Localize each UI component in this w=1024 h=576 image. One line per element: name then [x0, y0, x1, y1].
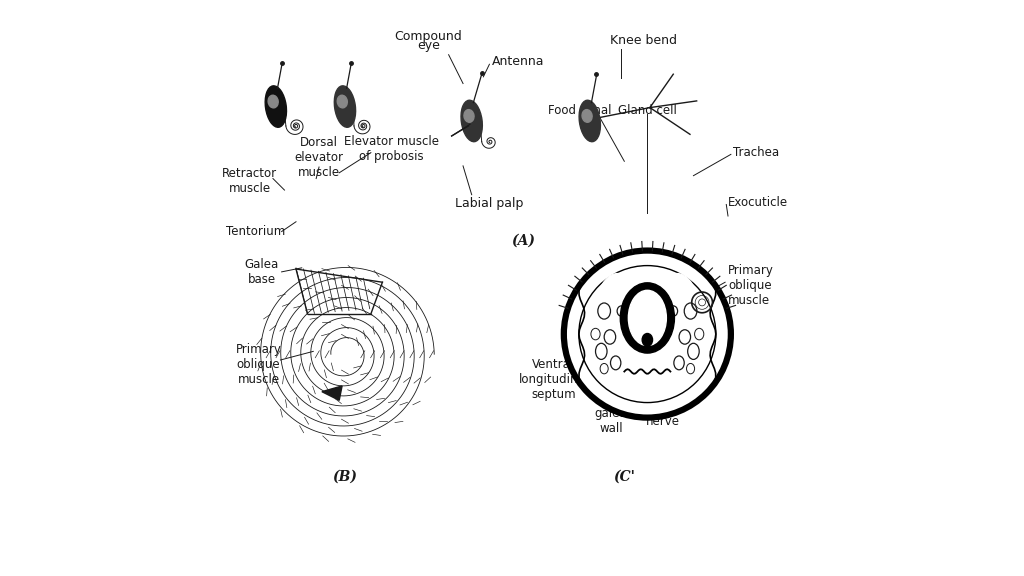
- Ellipse shape: [642, 334, 652, 346]
- Ellipse shape: [621, 283, 675, 353]
- Text: Gland cell: Gland cell: [617, 104, 677, 117]
- Ellipse shape: [592, 274, 643, 389]
- Text: Trachea: Trachea: [733, 146, 779, 159]
- Ellipse shape: [634, 300, 660, 324]
- Ellipse shape: [337, 95, 347, 108]
- Text: Ventral
longitudinal
septum: Ventral longitudinal septum: [518, 358, 589, 400]
- Text: Retractor
muscle: Retractor muscle: [222, 168, 278, 195]
- Ellipse shape: [582, 109, 592, 122]
- Ellipse shape: [651, 274, 703, 389]
- Ellipse shape: [334, 86, 355, 127]
- Ellipse shape: [626, 288, 670, 348]
- Text: Elevator muscle
of probosis: Elevator muscle of probosis: [343, 135, 438, 162]
- Text: Galea
base: Galea base: [245, 258, 279, 286]
- Ellipse shape: [580, 100, 600, 142]
- Text: eye: eye: [417, 39, 440, 52]
- Text: Food canal: Food canal: [548, 104, 611, 117]
- Ellipse shape: [268, 95, 279, 108]
- Text: Primary
oblique
muscle: Primary oblique muscle: [728, 264, 774, 306]
- Text: Inner
galea
wall: Inner galea wall: [595, 392, 628, 435]
- Text: Dorsal
elevator
muscle: Dorsal elevator muscle: [295, 136, 343, 179]
- Text: Tentorium: Tentorium: [226, 225, 286, 238]
- Text: (A): (A): [512, 234, 536, 248]
- Text: Knee bend: Knee bend: [610, 34, 677, 47]
- Text: Primary
oblique
muscle: Primary oblique muscle: [236, 343, 282, 385]
- Text: (B): (B): [333, 470, 357, 484]
- Ellipse shape: [464, 109, 474, 122]
- Text: Exocuticle: Exocuticle: [728, 196, 788, 209]
- Text: Antenna: Antenna: [492, 55, 545, 68]
- Text: Galea
nerve: Galea nerve: [646, 400, 680, 427]
- Text: Labial palp: Labial palp: [455, 197, 523, 210]
- Ellipse shape: [461, 100, 482, 142]
- Ellipse shape: [629, 290, 667, 346]
- Text: (C': (C': [613, 470, 635, 484]
- Circle shape: [566, 253, 728, 415]
- Text: Compound: Compound: [394, 30, 463, 43]
- Polygon shape: [322, 386, 342, 400]
- Ellipse shape: [265, 86, 287, 127]
